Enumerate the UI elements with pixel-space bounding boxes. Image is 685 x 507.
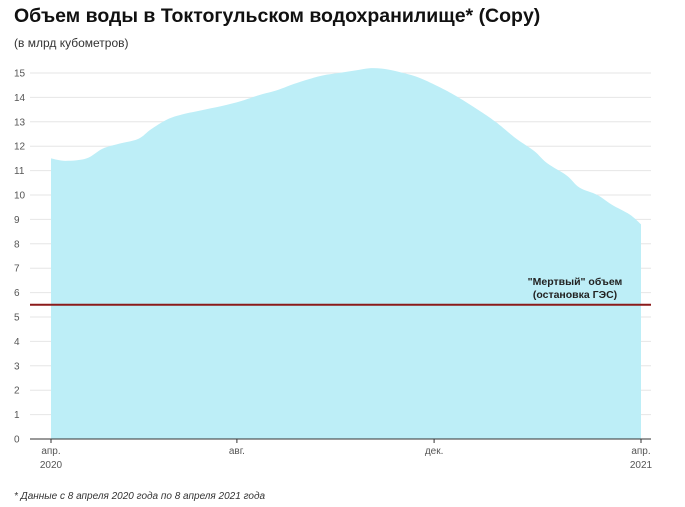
y-tick-label: 14 [14, 93, 26, 104]
x-tick-year-label: 2021 [630, 460, 653, 471]
x-tick-label: авг. [229, 446, 245, 457]
y-tick-label: 5 [14, 313, 20, 324]
y-tick-label: 1 [14, 410, 20, 421]
x-tick-label: дек. [425, 446, 444, 457]
water-volume-area [51, 68, 641, 439]
x-tick-label: апр. [631, 446, 650, 457]
dead-volume-label: "Мертвый" объем [528, 276, 623, 288]
y-tick-label: 13 [14, 117, 26, 128]
x-tick-label: апр. [41, 446, 60, 457]
y-tick-label: 3 [14, 361, 20, 372]
y-tick-label: 10 [14, 191, 26, 202]
y-tick-label: 15 [14, 69, 26, 80]
y-tick-label: 7 [14, 264, 20, 275]
dead-volume-sublabel: (остановка ГЭС) [533, 289, 617, 301]
y-tick-label: 2 [14, 386, 20, 397]
chart-title: Объем воды в Токтогульском водохранилище… [14, 5, 541, 27]
x-axis-labels: апр. 2020 авг. дек. апр. 2021 [40, 439, 653, 471]
y-tick-label: 9 [14, 215, 20, 226]
y-tick-label: 11 [14, 166, 25, 177]
y-tick-label: 12 [14, 142, 26, 153]
chart-subtitle: (в млрд кубометров) [14, 36, 129, 50]
footnote: * Данные с 8 апреля 2020 года по 8 апрел… [14, 491, 266, 502]
y-tick-label: 0 [14, 435, 20, 446]
x-tick-year-label: 2020 [40, 460, 63, 471]
y-tick-label: 4 [14, 337, 20, 348]
y-tick-label: 6 [14, 288, 20, 299]
y-tick-label: 8 [14, 239, 20, 250]
